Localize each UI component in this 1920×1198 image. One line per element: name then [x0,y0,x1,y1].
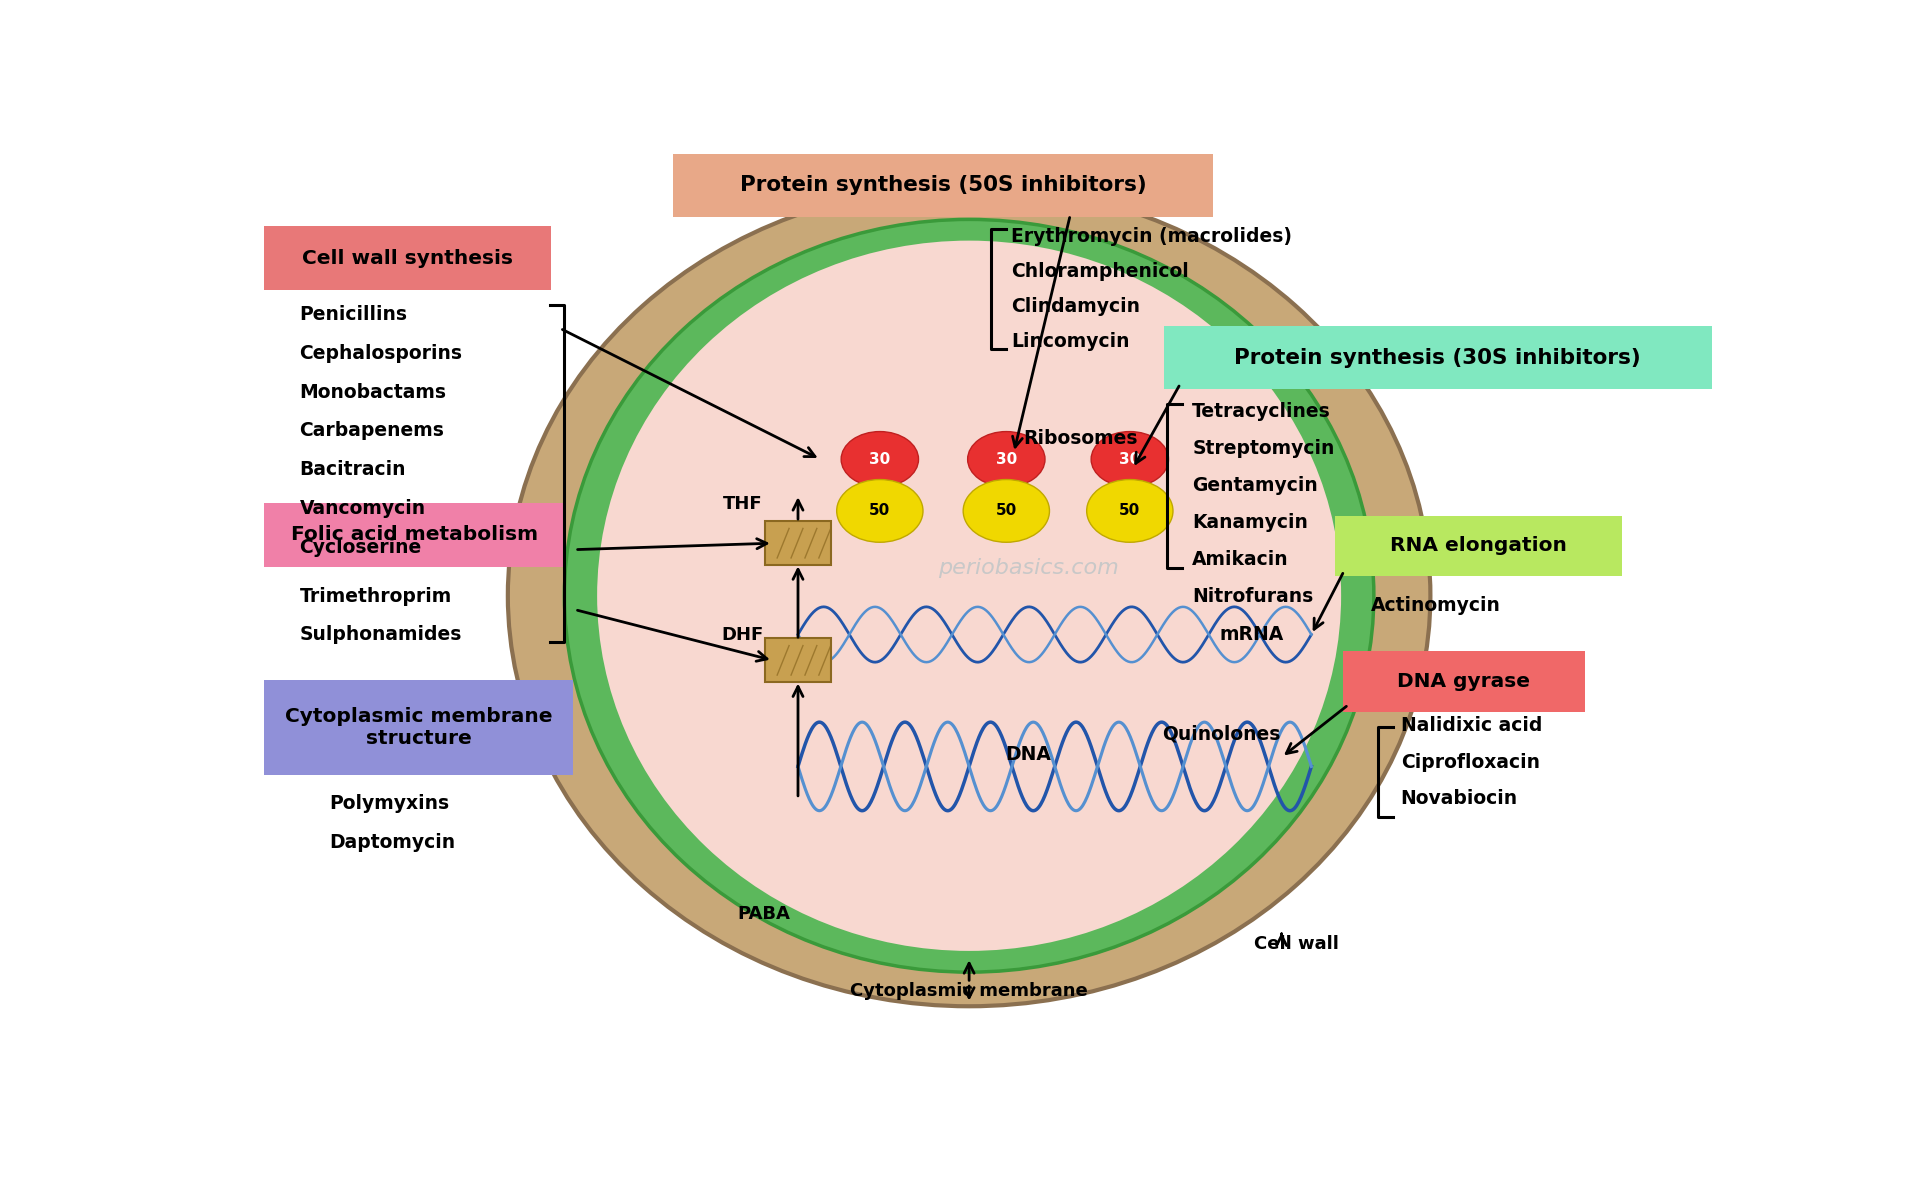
Text: Kanamycin: Kanamycin [1192,513,1308,532]
FancyBboxPatch shape [263,226,551,290]
Text: Cell wall synthesis: Cell wall synthesis [301,249,513,267]
Text: DNA gyrase: DNA gyrase [1398,672,1530,691]
Text: Cycloserine: Cycloserine [300,538,422,557]
Text: Sulphonamides: Sulphonamides [300,625,463,645]
FancyBboxPatch shape [263,679,574,775]
Text: Chloramphenicol: Chloramphenicol [1010,262,1188,280]
Ellipse shape [841,431,918,486]
Ellipse shape [968,431,1044,486]
Text: Nalidixic acid: Nalidixic acid [1402,715,1542,734]
Text: 30: 30 [870,452,891,467]
FancyBboxPatch shape [766,639,831,683]
Text: Clindamycin: Clindamycin [1010,297,1140,316]
FancyBboxPatch shape [766,521,831,565]
Text: Bacitracin: Bacitracin [300,460,405,479]
Text: Monobactams: Monobactams [300,382,447,401]
Text: Protein synthesis (30S inhibitors): Protein synthesis (30S inhibitors) [1235,347,1642,368]
Text: periobasics.com: periobasics.com [939,558,1119,579]
Text: Cytoplasmic membrane: Cytoplasmic membrane [851,981,1089,999]
Ellipse shape [1091,431,1169,486]
Text: Penicillins: Penicillins [300,305,407,325]
Text: Lincomycin: Lincomycin [1010,332,1129,351]
Text: 30: 30 [1119,452,1140,467]
FancyBboxPatch shape [1334,515,1622,576]
FancyBboxPatch shape [1342,652,1586,712]
Text: Ciprofloxacin: Ciprofloxacin [1402,752,1540,772]
Ellipse shape [964,479,1050,543]
Text: 50: 50 [1119,503,1140,519]
Text: Nitrofurans: Nitrofurans [1192,587,1313,605]
Text: Polymyxins: Polymyxins [330,794,449,813]
FancyBboxPatch shape [263,503,566,567]
Ellipse shape [837,479,924,543]
Text: DHF: DHF [722,625,764,643]
Text: DNA: DNA [1006,745,1052,764]
Text: THF: THF [724,495,762,513]
Text: Ribosomes: Ribosomes [1023,429,1139,448]
Text: RNA elongation: RNA elongation [1390,537,1567,556]
Text: Trimethroprim: Trimethroprim [300,587,451,605]
Text: Gentamycin: Gentamycin [1192,476,1317,495]
Ellipse shape [597,241,1340,951]
Text: Cephalosporins: Cephalosporins [300,344,463,363]
Text: Erythromycin (macrolides): Erythromycin (macrolides) [1010,226,1292,246]
Text: Cytoplasmic membrane
structure: Cytoplasmic membrane structure [284,707,553,748]
Ellipse shape [564,219,1375,972]
Text: Streptomycin: Streptomycin [1192,438,1334,458]
FancyBboxPatch shape [674,153,1213,217]
Text: Daptomycin: Daptomycin [330,833,455,852]
Text: Folic acid metabolism: Folic acid metabolism [292,526,538,544]
Text: Cell wall: Cell wall [1254,936,1338,954]
Text: Novabiocin: Novabiocin [1402,789,1519,809]
Text: 30: 30 [996,452,1018,467]
Text: PABA: PABA [737,904,791,922]
Text: Amikacin: Amikacin [1192,550,1288,569]
Text: Vancomycin: Vancomycin [300,498,426,518]
FancyBboxPatch shape [1164,326,1711,389]
Text: Actinomycin: Actinomycin [1371,595,1501,615]
Text: 50: 50 [996,503,1018,519]
Text: 50: 50 [870,503,891,519]
Ellipse shape [1087,479,1173,543]
Ellipse shape [507,186,1430,1006]
Text: Carbapenems: Carbapenems [300,422,444,441]
Text: mRNA: mRNA [1219,625,1284,645]
Text: Quinolones: Quinolones [1162,725,1281,744]
Text: Tetracyclines: Tetracyclines [1192,403,1331,420]
Text: Protein synthesis (50S inhibitors): Protein synthesis (50S inhibitors) [739,175,1146,195]
